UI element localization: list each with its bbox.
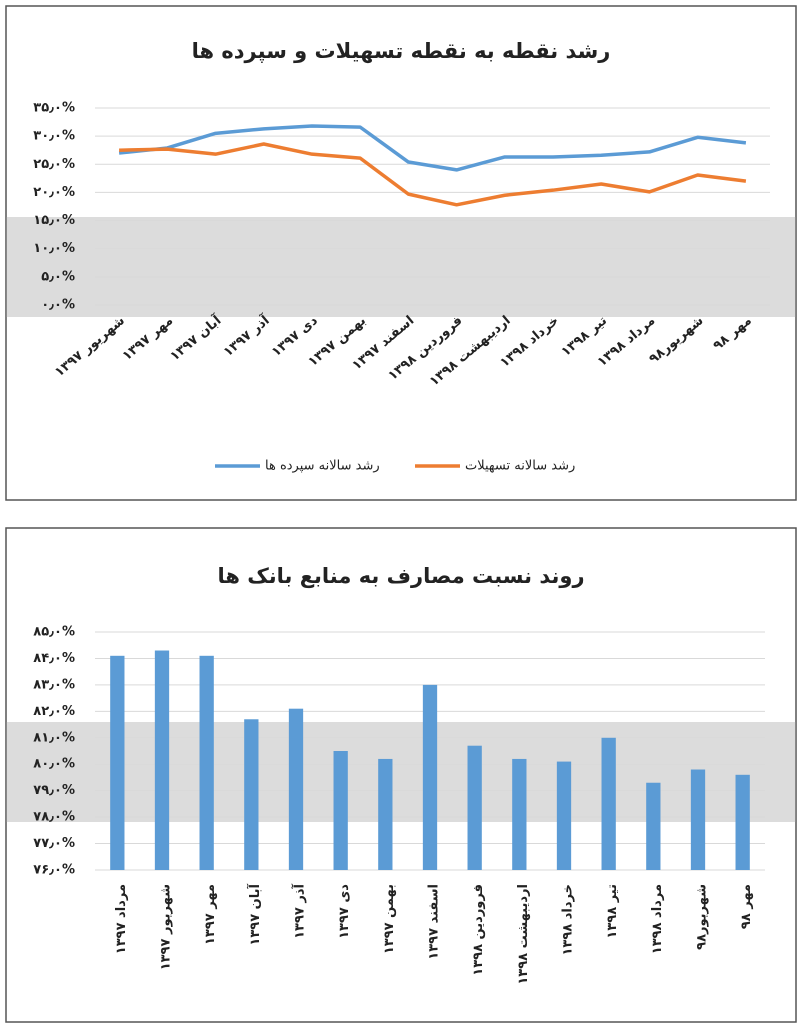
bar xyxy=(422,684,438,870)
x-tick-label: دی ۱۳۹۷ xyxy=(337,884,352,939)
x-tick-label: آذر ۱۳۹۷ xyxy=(291,883,308,938)
x-tick-label: مهر ۹۸ xyxy=(739,884,754,929)
legend-label: رشد سالانه سپرده ها xyxy=(265,459,380,474)
bar xyxy=(333,751,348,870)
bar xyxy=(556,761,572,870)
y-tick-label: ۷۶٫۰% xyxy=(33,863,75,878)
y-tick-label: ۷۸٫۰% xyxy=(33,810,75,825)
bar xyxy=(512,758,527,870)
y-tick-label: ۸۱٫۰% xyxy=(33,730,75,745)
y-tick-label: ۱۵٫۰% xyxy=(33,213,75,228)
y-tick-label: ۸۲٫۰% xyxy=(33,704,75,719)
y-tick-label: ۷۹٫۰% xyxy=(33,783,75,798)
chart-title: رشد نقطه به نقطه تسهیلات و سپرده ها xyxy=(192,39,611,63)
bar xyxy=(735,774,750,870)
y-tick-label: ۲۰٫۰% xyxy=(33,185,75,200)
bar xyxy=(199,655,214,870)
bar xyxy=(288,708,304,870)
bar xyxy=(378,758,393,870)
x-tick-label: فروردین ۱۳۹۸ xyxy=(471,884,486,976)
bar xyxy=(110,655,125,870)
legend-label: رشد سالانه تسهیلات xyxy=(465,459,575,474)
x-tick-label: تیر ۱۳۹۸ xyxy=(605,884,620,939)
line xyxy=(118,124,747,172)
y-tick-label: ۱۰٫۰% xyxy=(33,241,75,256)
x-tick-label: شهریور ۱۳۹۷ xyxy=(159,884,174,970)
bar xyxy=(646,782,661,870)
x-tick-label: خرداد ۱۳۹۸ xyxy=(561,884,576,956)
y-tick-label: ۲۵٫۰% xyxy=(33,157,75,172)
y-tick-label: ۸۳٫۰% xyxy=(33,677,75,692)
y-tick-label: ۳۰٫۰% xyxy=(33,129,75,144)
chart-title: روند نسبت مصارف به منابع بانک ها xyxy=(217,564,584,588)
bar xyxy=(154,650,170,870)
bar xyxy=(601,737,616,870)
watermark-band xyxy=(6,722,796,822)
bar xyxy=(467,745,482,870)
watermark-band xyxy=(6,217,796,317)
x-tick-label: مرداد ۱۳۹۸ xyxy=(650,884,665,954)
panel xyxy=(5,5,797,501)
x-tick-label: مهر ۱۳۹۷ xyxy=(203,884,218,945)
panel xyxy=(5,527,797,1023)
x-tick-label: شهریور۹۸ xyxy=(695,884,710,950)
y-tick-label: ۸۰٫۰% xyxy=(33,757,75,772)
y-tick-label: ۳۵٫۰% xyxy=(33,101,75,116)
y-tick-label: ۸۵٫۰% xyxy=(33,625,75,640)
bar xyxy=(244,719,259,870)
y-tick-label: ۰٫۰% xyxy=(41,298,75,313)
x-tick-label: اسفند ۱۳۹۷ xyxy=(427,884,442,960)
x-tick-label: بهمن ۱۳۹۷ xyxy=(382,884,397,954)
line xyxy=(119,142,747,207)
x-tick-label: آبان ۱۳۹۷ xyxy=(246,883,263,945)
x-tick-label: مرداد ۱۳۹۷ xyxy=(114,884,129,954)
y-tick-label: ۸۴٫۰% xyxy=(33,651,75,666)
y-tick-label: ۵٫۰% xyxy=(41,269,75,284)
x-tick-label: اردیبهشت ۱۳۹۸ xyxy=(516,884,531,985)
y-tick-label: ۷۷٫۰% xyxy=(33,836,75,851)
bar xyxy=(690,769,706,870)
